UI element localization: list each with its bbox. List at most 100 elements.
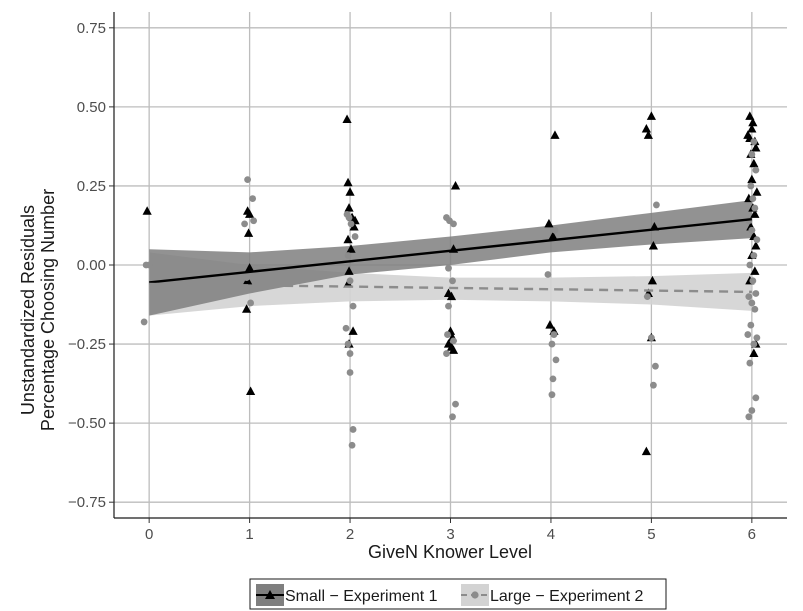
data-point-large xyxy=(746,360,753,367)
x-tick-label: 1 xyxy=(245,526,253,543)
legend-key-large-marker xyxy=(471,591,478,598)
data-point-small xyxy=(647,111,656,120)
data-point-small xyxy=(550,130,559,139)
data-point-large xyxy=(241,220,248,227)
data-point-large xyxy=(345,341,352,348)
data-point-small xyxy=(244,228,253,237)
plot-layer xyxy=(114,12,787,518)
x-tick-label: 6 xyxy=(748,526,756,543)
data-point-large xyxy=(347,369,354,376)
data-point-large xyxy=(348,220,355,227)
data-point-large xyxy=(345,252,352,259)
data-point-large xyxy=(349,442,356,449)
data-point-large xyxy=(347,277,354,284)
data-point-large xyxy=(449,277,456,284)
data-point-large xyxy=(744,331,751,338)
data-point-large xyxy=(553,356,560,363)
data-point-large xyxy=(748,407,755,414)
data-point-large xyxy=(750,138,757,145)
data-point-large xyxy=(750,252,757,259)
data-point-large xyxy=(249,195,256,202)
x-axis-title: GiveN Knower Level xyxy=(368,542,532,562)
data-point-large xyxy=(747,322,754,329)
data-point-large xyxy=(551,331,558,338)
y-tick-label: −0.50 xyxy=(68,415,106,432)
legend-label-large: Large − Experiment 2 xyxy=(490,588,644,605)
data-point-large xyxy=(753,334,760,341)
legend: Small − Experiment 1 Large − Experiment … xyxy=(250,579,666,609)
data-point-small xyxy=(747,175,756,184)
data-point-small xyxy=(345,187,354,196)
data-point-large xyxy=(550,375,557,382)
data-point-large xyxy=(146,262,153,269)
data-point-small xyxy=(143,206,152,215)
data-point-small xyxy=(749,349,758,358)
y-axis-title-line-1: Unstandardized Residuals xyxy=(18,205,38,415)
data-point-large xyxy=(752,394,759,401)
data-point-large xyxy=(552,227,559,234)
data-point-large xyxy=(141,319,148,326)
y-tick-label: −0.75 xyxy=(68,494,106,511)
data-point-large xyxy=(244,176,251,183)
data-point-large xyxy=(748,300,755,307)
data-point-large xyxy=(747,183,754,190)
data-point-small xyxy=(642,447,651,456)
data-point-large xyxy=(250,217,257,224)
data-point-large xyxy=(751,205,758,212)
data-point-small xyxy=(749,159,758,168)
data-point-small xyxy=(344,203,353,212)
data-point-small xyxy=(246,387,255,396)
x-tick-label: 4 xyxy=(547,526,555,543)
data-point-large xyxy=(745,413,752,420)
y-tick-label: 0.00 xyxy=(77,257,106,274)
data-point-small xyxy=(642,124,651,133)
data-point-small xyxy=(451,181,460,190)
data-point-large xyxy=(247,300,254,307)
data-point-large xyxy=(449,413,456,420)
data-point-large xyxy=(545,271,552,278)
data-point-small xyxy=(343,235,352,244)
data-point-large xyxy=(748,151,755,158)
x-tick-label: 2 xyxy=(346,526,354,543)
data-point-small xyxy=(544,219,553,228)
data-point-small xyxy=(343,178,352,187)
legend-label-small: Small − Experiment 1 xyxy=(285,588,438,605)
data-point-large xyxy=(452,401,459,408)
data-point-small xyxy=(545,320,554,329)
data-point-large xyxy=(752,167,759,174)
data-point-large xyxy=(648,334,655,341)
data-point-small xyxy=(752,187,761,196)
data-point-large xyxy=(450,220,457,227)
data-point-large xyxy=(644,293,651,300)
data-point-large xyxy=(652,363,659,370)
data-point-large xyxy=(350,303,357,310)
x-tick-label: 0 xyxy=(145,526,153,543)
data-point-large xyxy=(444,331,451,338)
data-point-large xyxy=(343,325,350,332)
x-tick-label: 3 xyxy=(446,526,454,543)
data-point-large xyxy=(751,306,758,313)
data-point-large xyxy=(746,262,753,269)
y-tick-label: 0.25 xyxy=(77,178,106,195)
data-point-large xyxy=(749,195,756,202)
data-point-large xyxy=(346,214,353,221)
y-axis-title: Unstandardized Residuals Percentage Choo… xyxy=(18,189,58,431)
data-point-large xyxy=(350,426,357,433)
data-point-large xyxy=(450,338,457,345)
data-point-large xyxy=(749,277,756,284)
data-point-large xyxy=(549,391,556,398)
y-tick-label: 0.50 xyxy=(77,99,106,116)
data-point-large xyxy=(549,341,556,348)
data-point-large xyxy=(347,350,354,357)
x-tick-label: 5 xyxy=(647,526,655,543)
y-tick-label: 0.75 xyxy=(77,20,106,37)
data-point-large xyxy=(748,227,755,234)
data-point-large xyxy=(750,341,757,348)
data-point-large xyxy=(653,202,660,209)
data-point-large xyxy=(443,350,450,357)
data-point-large xyxy=(445,303,452,310)
data-point-large xyxy=(753,236,760,243)
data-point-large xyxy=(445,265,452,272)
data-point-large xyxy=(352,233,359,240)
